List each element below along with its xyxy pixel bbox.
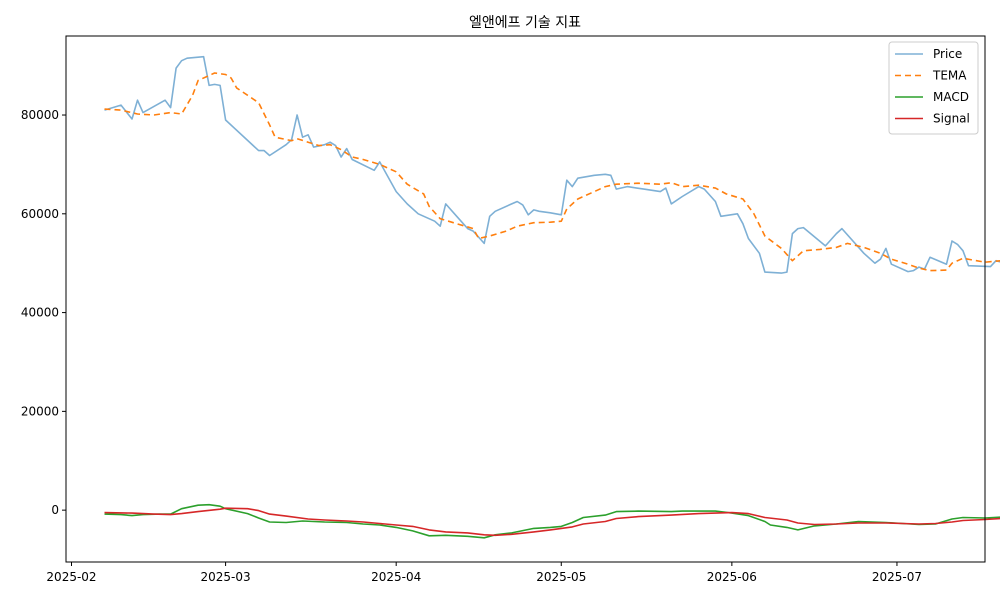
plot-frame xyxy=(65,35,986,563)
x-tick-label: 2025-02 xyxy=(46,570,96,584)
series-line-price xyxy=(104,55,1000,274)
y-tick-label: 20000 xyxy=(21,404,59,418)
legend-box xyxy=(888,41,979,135)
x-tick-label: 2025-05 xyxy=(536,570,586,584)
chart-title: 엘앤에프 기술 지표 xyxy=(469,15,581,31)
series-line-signal xyxy=(104,507,1000,537)
y-tick-label: 80000 xyxy=(21,108,59,122)
y-tick-label: 40000 xyxy=(21,306,59,320)
x-tick-label: 2025-04 xyxy=(371,570,421,584)
legend-label-price: Price xyxy=(933,47,962,61)
x-tick-label: 2025-03 xyxy=(201,570,251,584)
series-line-macd xyxy=(104,503,1000,539)
axes: 2025-02 2025-03 2025-04 2025-05 2025-06 2025-… xyxy=(21,108,922,584)
plot-area xyxy=(104,55,1000,539)
y-tick-label: 0 xyxy=(51,503,59,517)
series-line-tema xyxy=(104,72,1000,272)
x-tick-label: 2025-06 xyxy=(707,570,757,584)
legend-label-macd: MACD xyxy=(933,90,969,104)
y-tick-label: 60000 xyxy=(21,207,59,221)
legend-label-signal: Signal xyxy=(933,112,970,126)
x-tick-label: 2025-07 xyxy=(872,570,922,584)
legend-label-tema: TEMA xyxy=(932,69,967,83)
legend: Price TEMA MACD Signal xyxy=(888,41,979,135)
